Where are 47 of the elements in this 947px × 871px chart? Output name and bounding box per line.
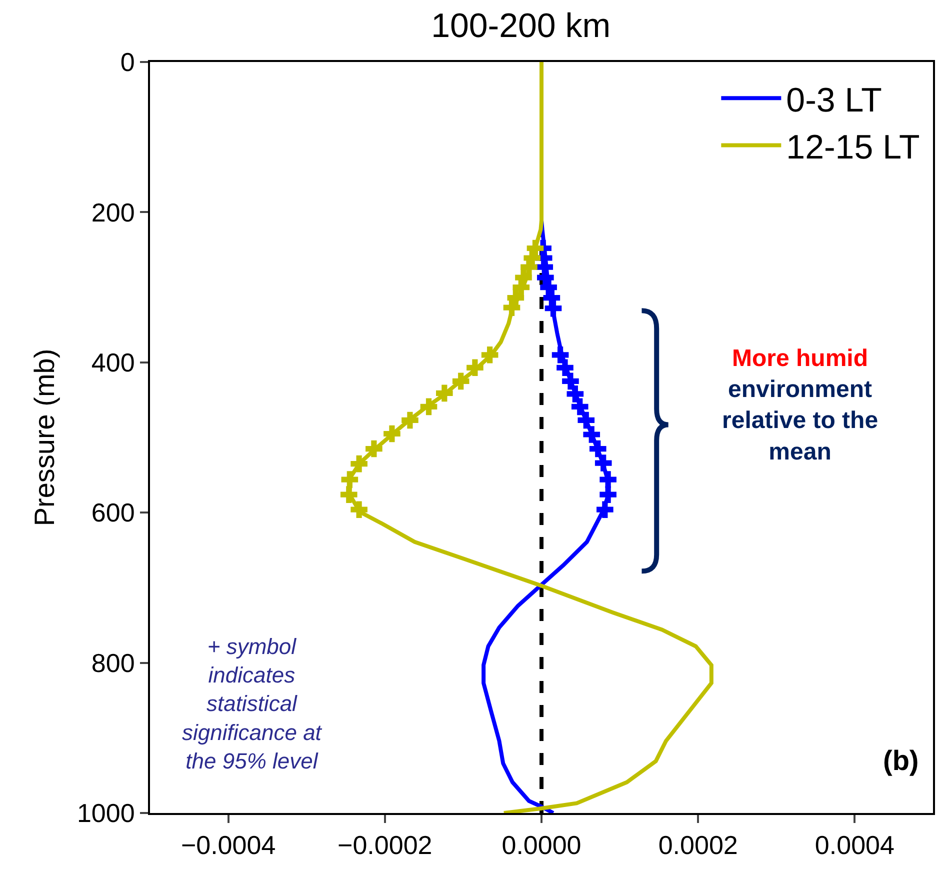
y-tick-label: 800 [91,648,135,678]
point [594,454,612,472]
point [600,471,616,488]
point [350,501,368,518]
point [503,299,520,316]
y-tick-label: 400 [91,348,135,378]
point [600,486,616,503]
point [481,346,498,364]
point [340,486,358,503]
point [466,359,484,376]
point [544,300,562,317]
annotation: More humid [732,345,868,372]
legend-label: 12-15 LT [786,128,920,167]
point [571,398,588,416]
x-tick-label: −0.0004 [180,830,276,860]
point [402,412,418,429]
annotation: (b) [883,745,919,776]
point [341,471,358,488]
chart-title: 100-200 km [431,6,611,45]
y-tick-label: 1000 [76,798,135,828]
point [566,386,584,402]
point [520,258,538,276]
point [420,398,438,416]
point [596,501,614,518]
x-tick-label: 0.0002 [658,830,738,860]
point [556,359,574,376]
x-tick-label: 0.0000 [502,830,582,860]
point [452,372,470,390]
annotation: environment relative to the mean [722,376,878,466]
point [562,372,579,390]
y-axis-title: Pressure (mb) [29,348,60,526]
y-tick-label: 600 [91,498,135,528]
point [578,412,595,429]
point [350,455,368,472]
legend-label: 0-3 LT [786,81,882,120]
x-tick-label: −0.0002 [338,830,432,860]
x-tick-label: 0.0004 [814,830,894,860]
point [583,426,600,443]
annotation: + symbol indicates statistical significance at the 95% level [182,634,322,774]
point [589,440,606,458]
point [512,278,530,296]
point [384,425,400,442]
point [552,346,569,364]
y-tick-label: 0 [120,47,135,78]
point [366,440,382,458]
point [436,384,453,402]
y-tick-label: 200 [91,197,135,228]
